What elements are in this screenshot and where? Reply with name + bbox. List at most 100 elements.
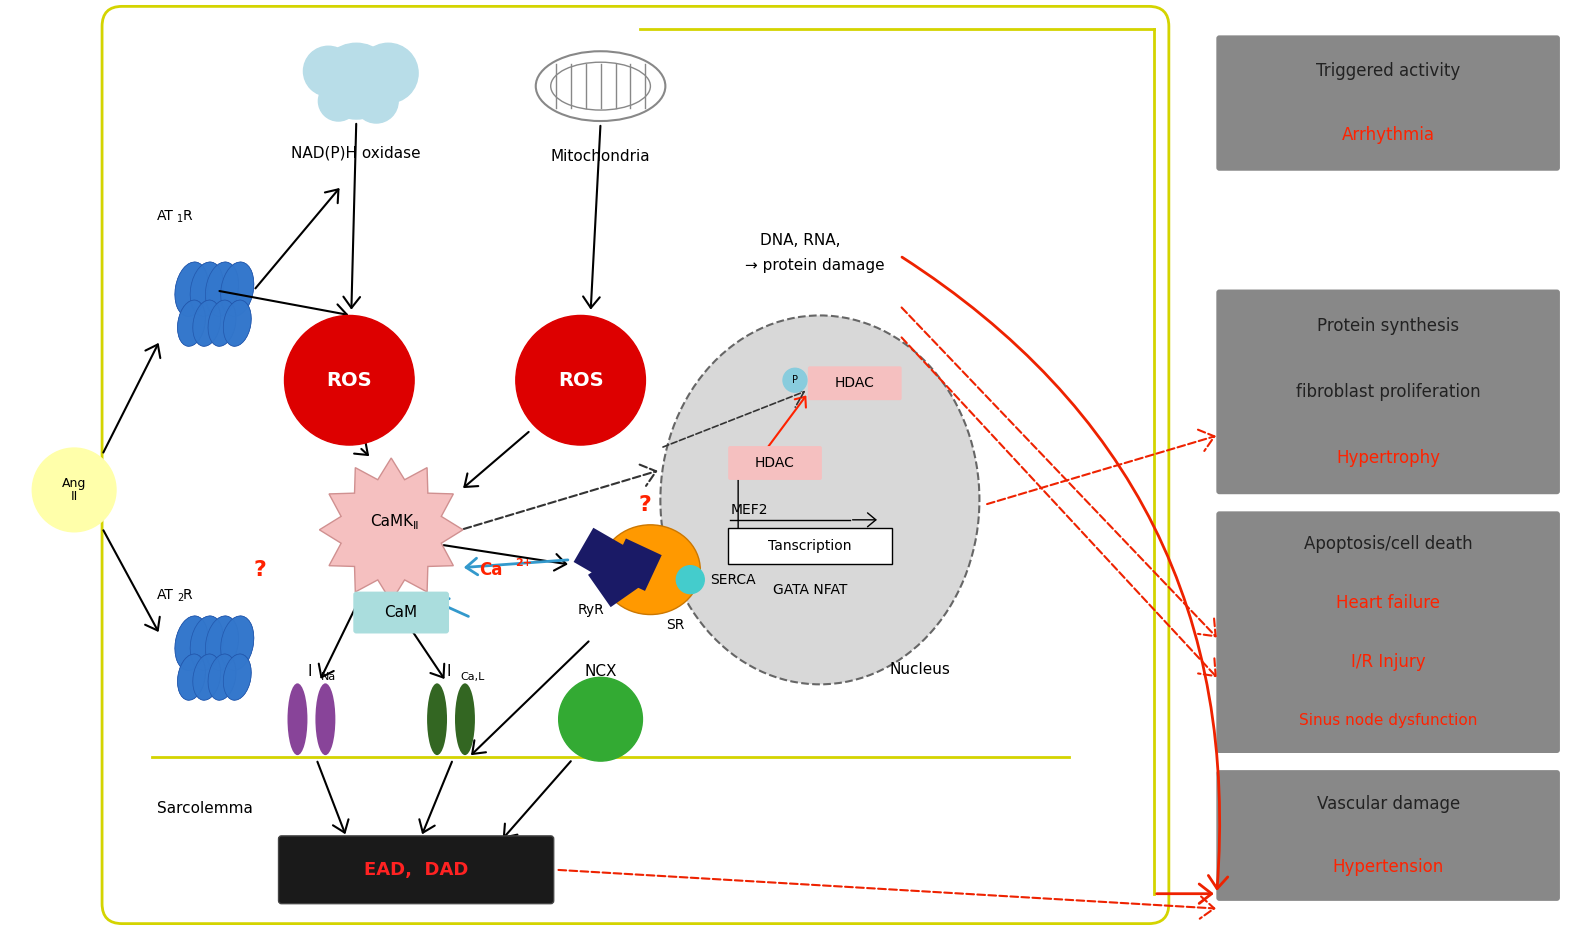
Text: DNA, RNA,: DNA, RNA,: [761, 234, 841, 248]
Polygon shape: [610, 539, 661, 590]
Ellipse shape: [600, 525, 701, 615]
Ellipse shape: [175, 262, 208, 316]
Ellipse shape: [208, 654, 236, 700]
Circle shape: [676, 565, 704, 593]
Text: EAD,  DAD: EAD, DAD: [364, 861, 468, 879]
Text: II: II: [413, 521, 419, 531]
FancyBboxPatch shape: [808, 366, 901, 400]
Ellipse shape: [175, 262, 208, 316]
Text: Na: Na: [320, 672, 335, 682]
Ellipse shape: [205, 616, 238, 670]
Text: RyR: RyR: [576, 603, 603, 616]
Ellipse shape: [224, 300, 250, 347]
Text: HDAC: HDAC: [754, 456, 795, 470]
FancyBboxPatch shape: [1216, 289, 1559, 494]
Text: ROS: ROS: [326, 371, 372, 389]
Text: AT: AT: [158, 588, 173, 602]
Text: → protein damage: → protein damage: [745, 258, 885, 273]
FancyBboxPatch shape: [728, 527, 891, 564]
Text: 2+: 2+: [515, 558, 532, 567]
Ellipse shape: [315, 683, 335, 756]
Ellipse shape: [221, 616, 254, 670]
Ellipse shape: [205, 262, 238, 316]
Text: SR: SR: [666, 617, 685, 631]
Ellipse shape: [192, 654, 221, 700]
Text: ?: ?: [254, 560, 266, 579]
Ellipse shape: [208, 654, 236, 700]
Text: P: P: [792, 375, 799, 386]
Text: HDAC: HDAC: [835, 376, 874, 390]
Ellipse shape: [178, 654, 205, 700]
Text: Apoptosis/cell death: Apoptosis/cell death: [1304, 535, 1473, 552]
Ellipse shape: [191, 616, 224, 670]
Ellipse shape: [208, 300, 236, 347]
Ellipse shape: [455, 683, 476, 756]
Ellipse shape: [175, 616, 208, 670]
Circle shape: [783, 368, 806, 392]
Ellipse shape: [191, 262, 224, 316]
Text: R: R: [183, 588, 192, 602]
Ellipse shape: [178, 654, 205, 700]
Text: Triggered activity: Triggered activity: [1317, 62, 1460, 80]
Text: II: II: [71, 490, 77, 503]
Text: I: I: [307, 664, 312, 679]
Text: 2: 2: [176, 592, 183, 603]
Text: SERCA: SERCA: [710, 573, 756, 587]
Text: MEF2: MEF2: [731, 502, 767, 517]
Ellipse shape: [192, 300, 221, 347]
Text: Ang: Ang: [61, 477, 87, 490]
Text: 1: 1: [176, 214, 183, 223]
Text: GATA NFAT: GATA NFAT: [773, 583, 847, 597]
Circle shape: [304, 46, 353, 96]
Ellipse shape: [192, 300, 221, 347]
Text: Hypertrophy: Hypertrophy: [1336, 449, 1440, 467]
Text: Tanscription: Tanscription: [769, 539, 852, 552]
Circle shape: [285, 315, 414, 445]
Ellipse shape: [221, 616, 254, 670]
Ellipse shape: [427, 683, 447, 756]
Ellipse shape: [224, 654, 250, 700]
Ellipse shape: [205, 262, 238, 316]
FancyBboxPatch shape: [279, 836, 554, 904]
Text: Nucleus: Nucleus: [890, 662, 950, 677]
Ellipse shape: [191, 616, 224, 670]
Text: Ca,L: Ca,L: [460, 672, 485, 682]
FancyBboxPatch shape: [353, 591, 449, 633]
Text: CaM: CaM: [384, 605, 417, 620]
Polygon shape: [320, 458, 463, 602]
Circle shape: [358, 44, 417, 103]
Text: Sinus node dysfunction: Sinus node dysfunction: [1299, 713, 1477, 728]
Ellipse shape: [175, 616, 208, 670]
Text: Protein synthesis: Protein synthesis: [1317, 317, 1458, 335]
Ellipse shape: [536, 51, 665, 121]
Circle shape: [318, 82, 358, 121]
Ellipse shape: [192, 654, 221, 700]
Text: fibroblast proliferation: fibroblast proliferation: [1296, 383, 1480, 400]
Circle shape: [559, 678, 643, 761]
Text: I/R Injury: I/R Injury: [1351, 653, 1425, 670]
Ellipse shape: [221, 262, 254, 316]
Ellipse shape: [178, 300, 205, 347]
Ellipse shape: [288, 683, 307, 756]
Ellipse shape: [208, 300, 236, 347]
Text: R: R: [183, 209, 192, 222]
Text: Hypertension: Hypertension: [1332, 857, 1444, 876]
Text: Sarcolemma: Sarcolemma: [158, 802, 252, 817]
Circle shape: [318, 44, 394, 119]
Ellipse shape: [660, 315, 980, 684]
Text: Arrhythmia: Arrhythmia: [1342, 126, 1435, 145]
FancyBboxPatch shape: [728, 446, 822, 480]
Ellipse shape: [191, 262, 224, 316]
Text: I: I: [447, 664, 452, 679]
FancyBboxPatch shape: [1216, 35, 1559, 171]
Text: NAD(P)H oxidase: NAD(P)H oxidase: [291, 146, 421, 161]
Text: ROS: ROS: [558, 371, 603, 389]
Text: AT: AT: [158, 209, 173, 222]
Text: Heart failure: Heart failure: [1336, 593, 1440, 612]
Circle shape: [354, 79, 398, 123]
Text: Ca: Ca: [479, 561, 502, 578]
FancyBboxPatch shape: [1216, 512, 1559, 753]
Ellipse shape: [178, 300, 205, 347]
Ellipse shape: [221, 262, 254, 316]
Circle shape: [517, 315, 646, 445]
